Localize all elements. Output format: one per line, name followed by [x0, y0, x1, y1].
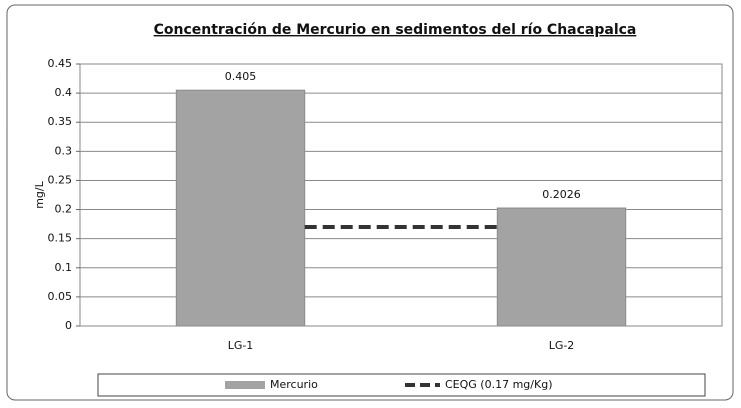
- y-tick-label: 0.15: [48, 232, 73, 245]
- y-tick-label: 0.1: [55, 261, 73, 274]
- legend-box: [97, 373, 706, 397]
- legend-label: Mercurio: [270, 378, 318, 391]
- y-axis-label: mg/L: [33, 180, 46, 208]
- y-tick-label: 0.25: [48, 173, 73, 186]
- y-tick-label: 0.05: [48, 290, 73, 303]
- x-tick-label: LG-1: [228, 339, 254, 352]
- y-tick-label: 0.35: [48, 115, 73, 128]
- bar: [175, 89, 306, 327]
- legend-label: CEQG (0.17 mg/Kg): [445, 378, 552, 391]
- y-tick-label: 0.4: [55, 86, 73, 99]
- y-tick-label: 0.2: [55, 203, 73, 216]
- legend-swatch: [225, 381, 265, 389]
- x-tick-label: LG-2: [549, 339, 575, 352]
- bar: [496, 207, 627, 327]
- chart-title: Concentración de Mercurio en sedimentos …: [154, 22, 637, 38]
- y-tick-label: 0.45: [48, 57, 73, 70]
- y-tick-label: 0.3: [55, 144, 73, 157]
- data-label: 0.405: [225, 70, 257, 83]
- data-label: 0.2026: [542, 188, 581, 201]
- y-tick-label: 0: [65, 319, 72, 332]
